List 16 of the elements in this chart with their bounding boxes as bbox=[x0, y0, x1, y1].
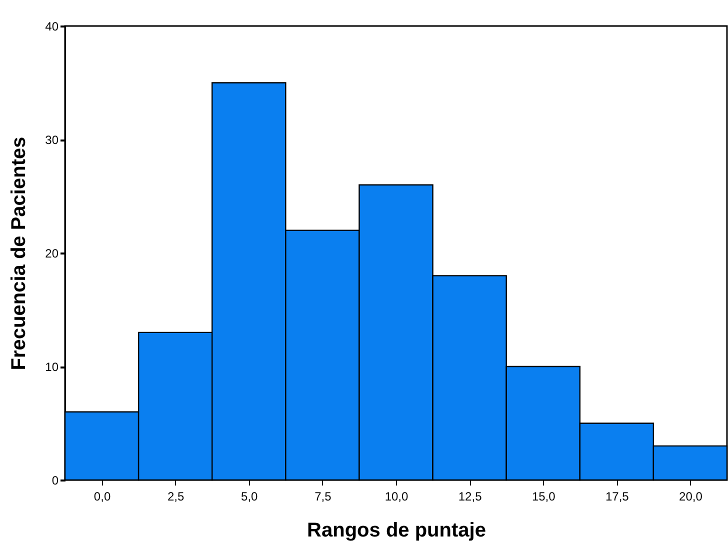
y-axis-title: Frecuencia de Pacientes bbox=[8, 136, 30, 370]
y-tick-label: 10 bbox=[45, 360, 59, 374]
y-tick-label: 20 bbox=[45, 246, 59, 260]
x-tick-label: 20,0 bbox=[679, 490, 703, 504]
x-tick-label: 0,0 bbox=[94, 490, 111, 504]
x-tick-label: 5,0 bbox=[241, 490, 258, 504]
y-tick-label: 30 bbox=[45, 133, 59, 147]
x-axis-title: Rangos de puntaje bbox=[307, 520, 486, 542]
y-tick-label: 0 bbox=[52, 474, 59, 488]
x-tick-label: 17,5 bbox=[605, 490, 630, 504]
x-tick-label: 15,0 bbox=[532, 490, 556, 504]
x-tick-label: 7,5 bbox=[314, 490, 332, 504]
x-tick-label: 12,5 bbox=[458, 490, 482, 504]
x-tick-label: 10,0 bbox=[384, 490, 408, 504]
x-tick-label: 2,5 bbox=[167, 490, 184, 504]
y-tick-label: 40 bbox=[45, 20, 59, 34]
